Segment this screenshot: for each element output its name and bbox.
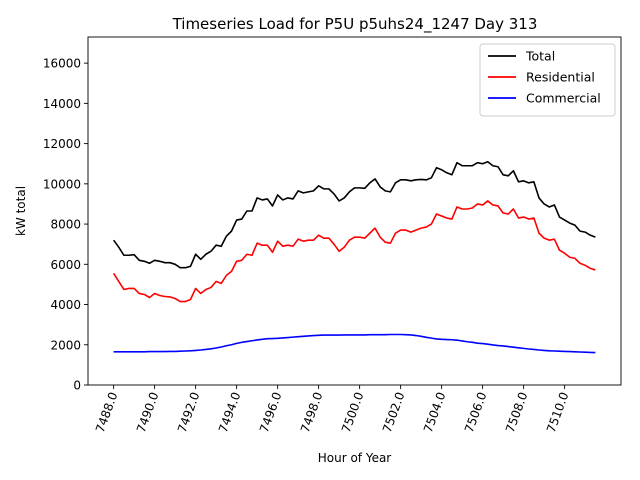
y-tick-label: 8000 <box>50 218 81 232</box>
y-tick-label: 6000 <box>50 258 81 272</box>
legend: Total Residential Commercial <box>479 43 616 117</box>
y-axis-label: kW total <box>14 186 28 236</box>
plot-frame <box>87 36 622 386</box>
plot-lines <box>112 160 596 354</box>
y-tick-label: 10000 <box>43 177 81 191</box>
legend-label-commercial: Commercial <box>526 91 601 106</box>
y-tick-label: 0 <box>73 379 81 393</box>
series-line-commercial <box>113 333 596 354</box>
y-tick-label: 4000 <box>50 298 81 312</box>
y-tick-label: 2000 <box>50 338 81 352</box>
legend-label-residential: Residential <box>526 70 595 85</box>
y-tick-label: 16000 <box>43 57 81 71</box>
series-line-residential <box>112 200 596 303</box>
y-tick-label: 14000 <box>43 97 81 111</box>
x-axis-label: Hour of Year <box>318 451 392 465</box>
y-tick-label: 12000 <box>43 137 81 151</box>
chart-title: Timeseries Load for P5U p5uhs24_1247 Day… <box>172 15 538 34</box>
series-line-total <box>112 160 596 269</box>
legend-label-total: Total <box>525 49 555 64</box>
y-axis-ticks: 0 2000 4000 6000 8000 10000 12000 14000 16000 <box>43 57 88 393</box>
